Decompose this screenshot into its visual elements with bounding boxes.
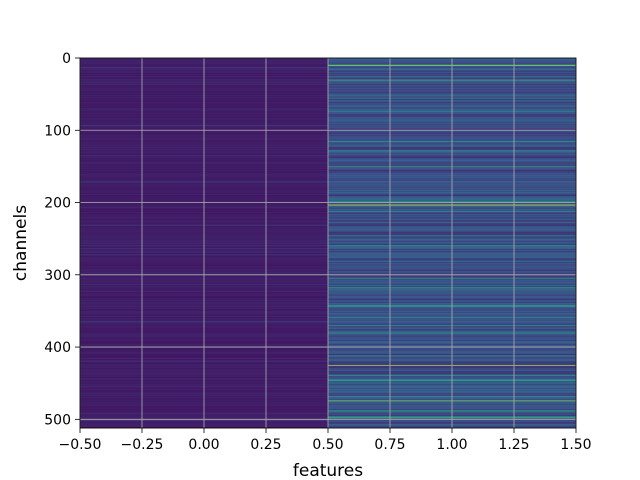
x-tick-label: −0.25 — [121, 437, 164, 453]
x-axis-label: features — [293, 461, 363, 480]
y-tick-label: 200 — [44, 196, 71, 212]
x-tick-label: 0.25 — [250, 437, 281, 453]
x-tick-label: 1.50 — [560, 437, 591, 453]
y-tick-label: 0 — [62, 51, 71, 67]
x-axis-ticks: −0.50 −0.25 0.00 0.25 0.50 0.75 1.00 1.25 1.50 — [59, 428, 592, 453]
x-tick-label: 0.75 — [374, 437, 405, 453]
y-tick-label: 300 — [44, 268, 71, 284]
x-tick-label: 1.00 — [436, 437, 467, 453]
x-tick-label: 0.50 — [312, 437, 343, 453]
x-tick-label: −0.50 — [59, 437, 102, 453]
x-tick-label: 0.00 — [188, 437, 219, 453]
y-tick-label: 500 — [44, 412, 71, 428]
y-axis-label: channels — [11, 205, 31, 281]
x-tick-label: 1.25 — [498, 437, 529, 453]
y-tick-label: 100 — [44, 123, 71, 139]
y-tick-label: 400 — [44, 340, 71, 356]
y-axis-ticks: 0 100 200 300 400 500 — [44, 51, 80, 428]
